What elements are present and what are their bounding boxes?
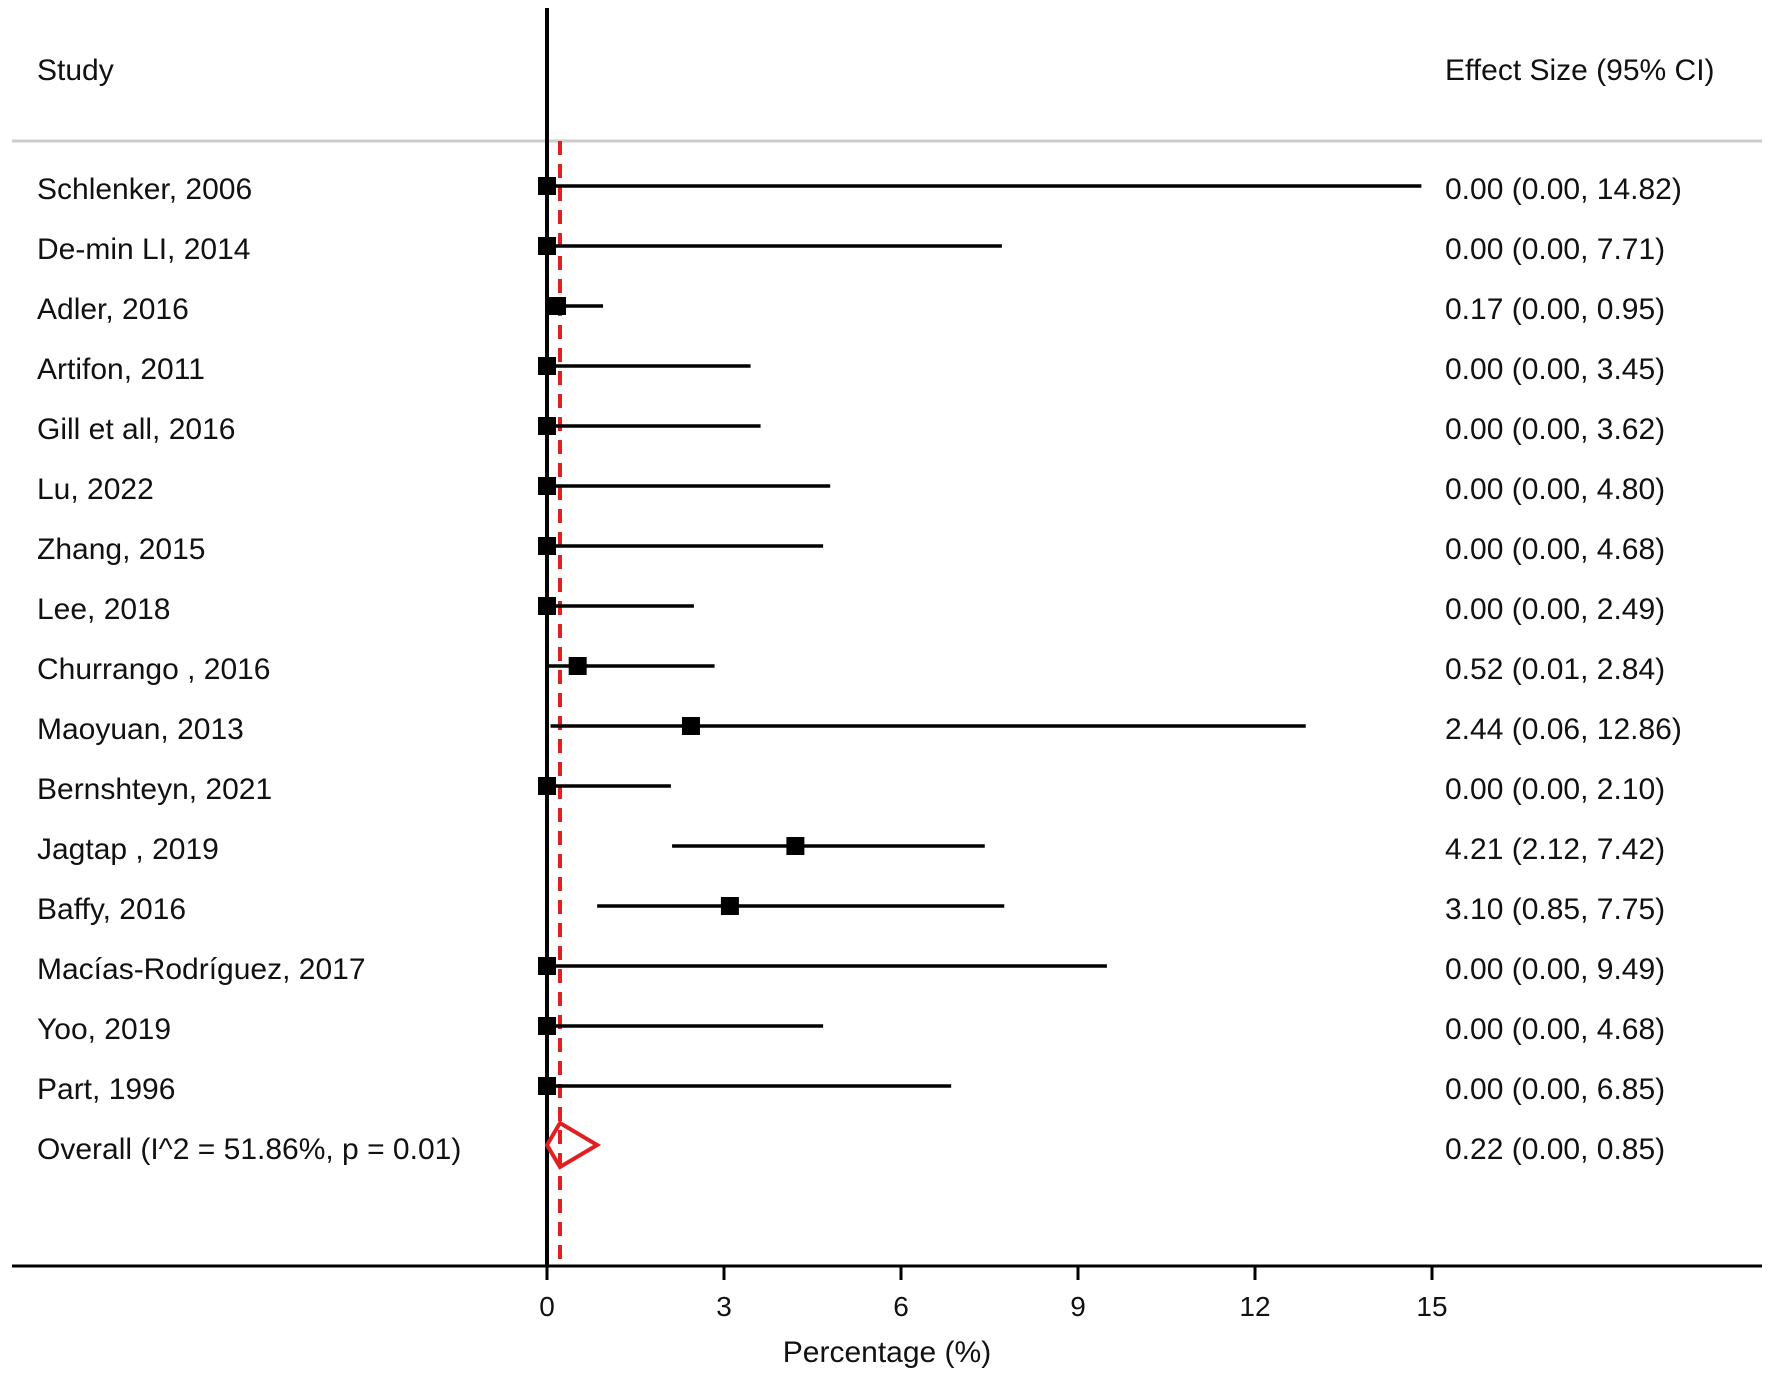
study-effect-size: 3.10 (0.85, 7.75) <box>1445 893 1665 926</box>
study-label: Yoo, 2019 <box>37 1013 171 1046</box>
study-effect-size: 0.00 (0.00, 3.45) <box>1445 353 1665 386</box>
study-point-marker <box>538 417 556 435</box>
study-point-marker <box>538 1077 556 1095</box>
study-point-marker <box>538 537 556 555</box>
study-effect-size: 0.00 (0.00, 4.68) <box>1445 533 1665 566</box>
study-effect-size: 0.00 (0.00, 3.62) <box>1445 413 1665 446</box>
study-label: Churrango , 2016 <box>37 653 271 686</box>
study-point-marker <box>538 1017 556 1035</box>
study-point-marker <box>538 177 556 195</box>
study-label: Macías-Rodríguez, 2017 <box>37 953 366 986</box>
study-effect-size: 0.52 (0.01, 2.84) <box>1445 653 1665 686</box>
study-effect-size: 0.00 (0.00, 4.80) <box>1445 473 1665 506</box>
study-effect-size: 2.44 (0.06, 12.86) <box>1445 713 1682 746</box>
study-point-marker <box>538 957 556 975</box>
study-effect-size: 0.17 (0.00, 0.95) <box>1445 293 1665 326</box>
x-axis-title: Percentage (%) <box>783 1336 991 1369</box>
study-effect-size: 4.21 (2.12, 7.42) <box>1445 833 1665 866</box>
study-label: Lee, 2018 <box>37 593 170 626</box>
overall-diamond <box>544 1120 602 1170</box>
overall-label: Overall (I^2 = 51.86%, p = 0.01) <box>37 1133 461 1166</box>
study-point-marker <box>568 657 587 675</box>
study-label: Jagtap , 2019 <box>37 833 219 866</box>
overall-effect-size: 0.22 (0.00, 0.85) <box>1445 1133 1665 1166</box>
study-label: Bernshteyn, 2021 <box>37 773 272 806</box>
study-point-marker <box>681 717 700 735</box>
study-effect-size: 0.00 (0.00, 6.85) <box>1445 1073 1665 1106</box>
study-effect-size: 0.00 (0.00, 9.49) <box>1445 953 1665 986</box>
study-point-marker <box>538 597 556 615</box>
study-rows: Schlenker, 2006 0.00 (0.00, 14.82) De-min … <box>37 173 1682 1166</box>
study-point-marker <box>548 297 567 315</box>
study-point-marker <box>786 837 805 855</box>
study-effect-size: 0.00 (0.00, 2.10) <box>1445 773 1665 806</box>
study-point-marker <box>538 477 556 495</box>
study-effect-size: 0.00 (0.00, 4.68) <box>1445 1013 1665 1046</box>
x-tick-label: 15 <box>1416 1291 1447 1322</box>
study-point-marker <box>538 357 556 375</box>
study-point-marker <box>538 237 556 255</box>
study-label: Artifon, 2011 <box>37 353 205 386</box>
x-tick-label: 12 <box>1239 1291 1270 1322</box>
study-label: Gill et all, 2016 <box>37 413 235 446</box>
study-label: Zhang, 2015 <box>37 533 205 566</box>
x-tick-label: 9 <box>1070 1291 1086 1322</box>
study-label: Maoyuan, 2013 <box>37 713 244 746</box>
effect-size-column-header: Effect Size (95% CI) <box>1445 54 1715 87</box>
study-effect-size: 0.00 (0.00, 2.49) <box>1445 593 1665 626</box>
study-label: Adler, 2016 <box>37 293 189 326</box>
study-effect-size: 0.00 (0.00, 7.71) <box>1445 233 1665 266</box>
study-column-header: Study <box>37 54 114 87</box>
x-tick-label: 6 <box>893 1291 909 1322</box>
x-tick-label: 0 <box>539 1291 555 1322</box>
study-label: Baffy, 2016 <box>37 893 186 926</box>
study-point-marker <box>538 777 556 795</box>
study-label: Lu, 2022 <box>37 473 154 506</box>
x-tick-label: 3 <box>716 1291 732 1322</box>
study-effect-size: 0.00 (0.00, 14.82) <box>1445 173 1682 206</box>
study-label: Schlenker, 2006 <box>37 173 252 206</box>
study-label: Part, 1996 <box>37 1073 175 1106</box>
study-label: De-min LI, 2014 <box>37 233 250 266</box>
plot-area: 0 3 6 9 12 15 <box>12 8 1762 1322</box>
study-point-marker <box>720 897 739 915</box>
